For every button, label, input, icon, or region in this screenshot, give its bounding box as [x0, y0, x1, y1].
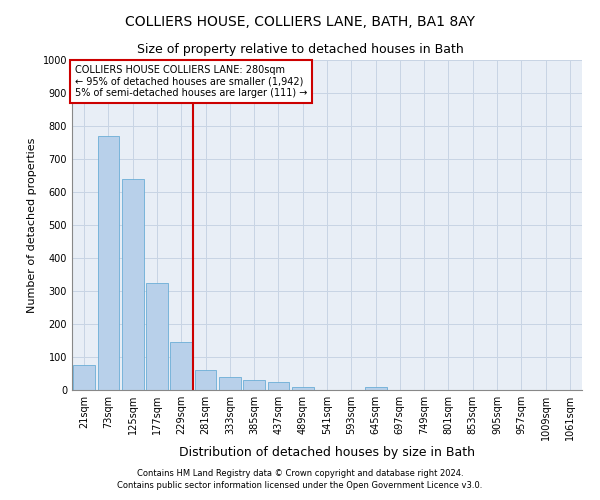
Bar: [365, 388, 386, 390]
Text: Contains public sector information licensed under the Open Government Licence v3: Contains public sector information licen…: [118, 481, 482, 490]
Bar: [292, 386, 314, 390]
Bar: [146, 283, 168, 390]
Bar: [97, 136, 119, 390]
Bar: [194, 370, 217, 390]
Text: Contains HM Land Registry data © Crown copyright and database right 2024.: Contains HM Land Registry data © Crown c…: [137, 468, 463, 477]
Text: COLLIERS HOUSE, COLLIERS LANE, BATH, BA1 8AY: COLLIERS HOUSE, COLLIERS LANE, BATH, BA1…: [125, 15, 475, 29]
Bar: [268, 382, 289, 390]
Bar: [219, 378, 241, 390]
Bar: [170, 342, 192, 390]
Text: COLLIERS HOUSE COLLIERS LANE: 280sqm
← 95% of detached houses are smaller (1,942: COLLIERS HOUSE COLLIERS LANE: 280sqm ← 9…: [74, 65, 307, 98]
Bar: [243, 380, 265, 390]
Bar: [122, 179, 143, 390]
X-axis label: Distribution of detached houses by size in Bath: Distribution of detached houses by size …: [179, 446, 475, 458]
Bar: [73, 365, 95, 390]
Text: Size of property relative to detached houses in Bath: Size of property relative to detached ho…: [137, 42, 463, 56]
Y-axis label: Number of detached properties: Number of detached properties: [27, 138, 37, 312]
